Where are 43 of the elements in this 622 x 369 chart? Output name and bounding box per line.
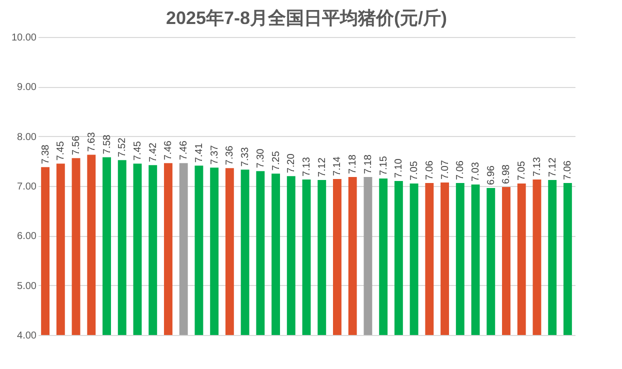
data-label: 7.05 (409, 160, 420, 181)
data-label: 7.13 (532, 156, 543, 177)
data-label: 7.12 (547, 157, 558, 178)
data-label: 7.03 (470, 162, 482, 182)
data-label: 7.45 (132, 140, 144, 161)
data-label: 7.45 (56, 140, 67, 161)
data-label: 7.12 (316, 157, 328, 178)
data-label: 6.96 (486, 165, 497, 185)
data-label: 7.15 (378, 156, 390, 176)
data-label: 7.30 (255, 148, 266, 168)
data-label: 7.46 (178, 140, 190, 160)
y-tick-label: 9.00 (17, 82, 37, 94)
y-tick-label: 7.00 (17, 182, 37, 192)
y-tick-label: 4.00 (17, 330, 37, 342)
data-label: 7.42 (148, 142, 159, 162)
chart-title: 2025年7-8月全国日平均猪价(元/斤) (166, 8, 448, 28)
data-label: 7.13 (302, 156, 312, 177)
data-label: 7.07 (440, 160, 451, 180)
data-label: 7.18 (348, 154, 359, 174)
data-label: 7.20 (286, 153, 298, 174)
data-label: 7.37 (209, 144, 220, 165)
data-label: 7.41 (194, 142, 205, 163)
data-label: 7.58 (102, 134, 113, 154)
data-label: 7.52 (117, 137, 128, 158)
y-tick-label: 8.00 (17, 132, 37, 143)
y-tick-label: 6.00 (17, 231, 37, 242)
y-tick-label: 10.00 (11, 32, 37, 44)
data-label: 7.06 (455, 160, 466, 180)
data-label: 7.10 (394, 158, 405, 178)
data-label: 7.63 (86, 132, 98, 152)
data-label: 7.25 (270, 150, 282, 171)
data-label: 7.06 (562, 160, 574, 180)
data-label: 7.05 (516, 160, 528, 181)
data-label: 7.36 (224, 145, 236, 166)
data-label: 7.14 (332, 156, 344, 176)
data-label: 7.18 (362, 154, 374, 174)
y-tick-label: 5.00 (17, 280, 37, 292)
data-label: 7.56 (71, 135, 82, 156)
data-label: 7.46 (163, 140, 174, 160)
data-label: 7.33 (240, 146, 252, 167)
data-label: 7.06 (424, 160, 436, 180)
data-label: 6.98 (501, 164, 512, 184)
data-label: 7.38 (40, 144, 52, 164)
